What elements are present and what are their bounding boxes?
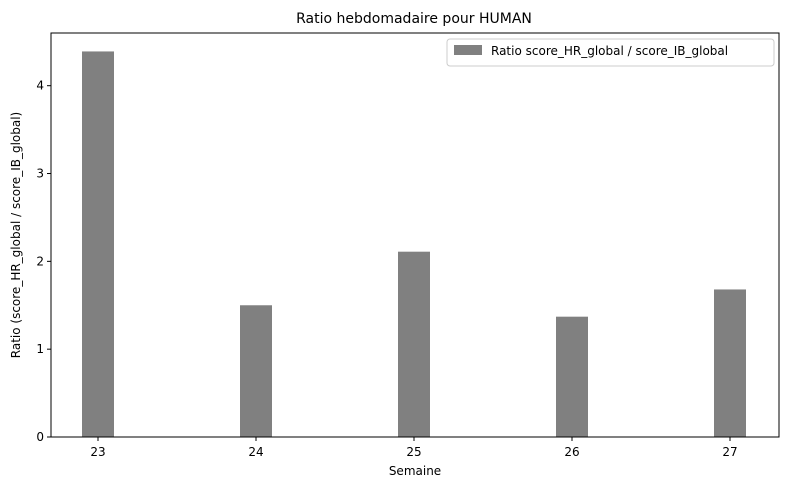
legend-box <box>446 38 775 67</box>
bar-week-23 <box>82 51 114 437</box>
chart-title: Ratio hebdomadaire pour HUMAN <box>296 11 532 27</box>
legend-entry: Ratio score_HR_global / score_IB_global <box>491 44 728 58</box>
bar-week-25 <box>398 251 430 437</box>
bar-week-27 <box>714 289 746 437</box>
bar-week-26 <box>556 316 588 437</box>
plot-frame <box>50 32 780 438</box>
x-tick-label: 26 <box>564 445 579 459</box>
x-axis-ticks: 23 24 25 26 27 <box>90 437 738 459</box>
x-tick-label: 25 <box>406 445 421 459</box>
x-axis-label: Semaine <box>389 464 441 478</box>
y-axis-label: Ratio (score_HR_global / score_IB_global… <box>9 112 23 358</box>
y-tick-label: 0 <box>36 430 44 444</box>
y-tick-label: 1 <box>36 342 44 356</box>
y-tick-label: 4 <box>36 79 44 93</box>
bar-week-24 <box>240 305 272 437</box>
y-tick-label: 3 <box>36 167 44 181</box>
bars-group <box>82 51 746 437</box>
x-tick-label: 24 <box>248 445 263 459</box>
legend-swatch <box>454 45 482 55</box>
legend: Ratio score_HR_global / score_IB_global <box>446 38 775 67</box>
y-tick-label: 2 <box>36 254 44 268</box>
y-axis-ticks: 0 1 2 3 4 <box>36 79 51 444</box>
x-tick-label: 23 <box>90 445 105 459</box>
x-tick-label: 27 <box>722 445 737 459</box>
